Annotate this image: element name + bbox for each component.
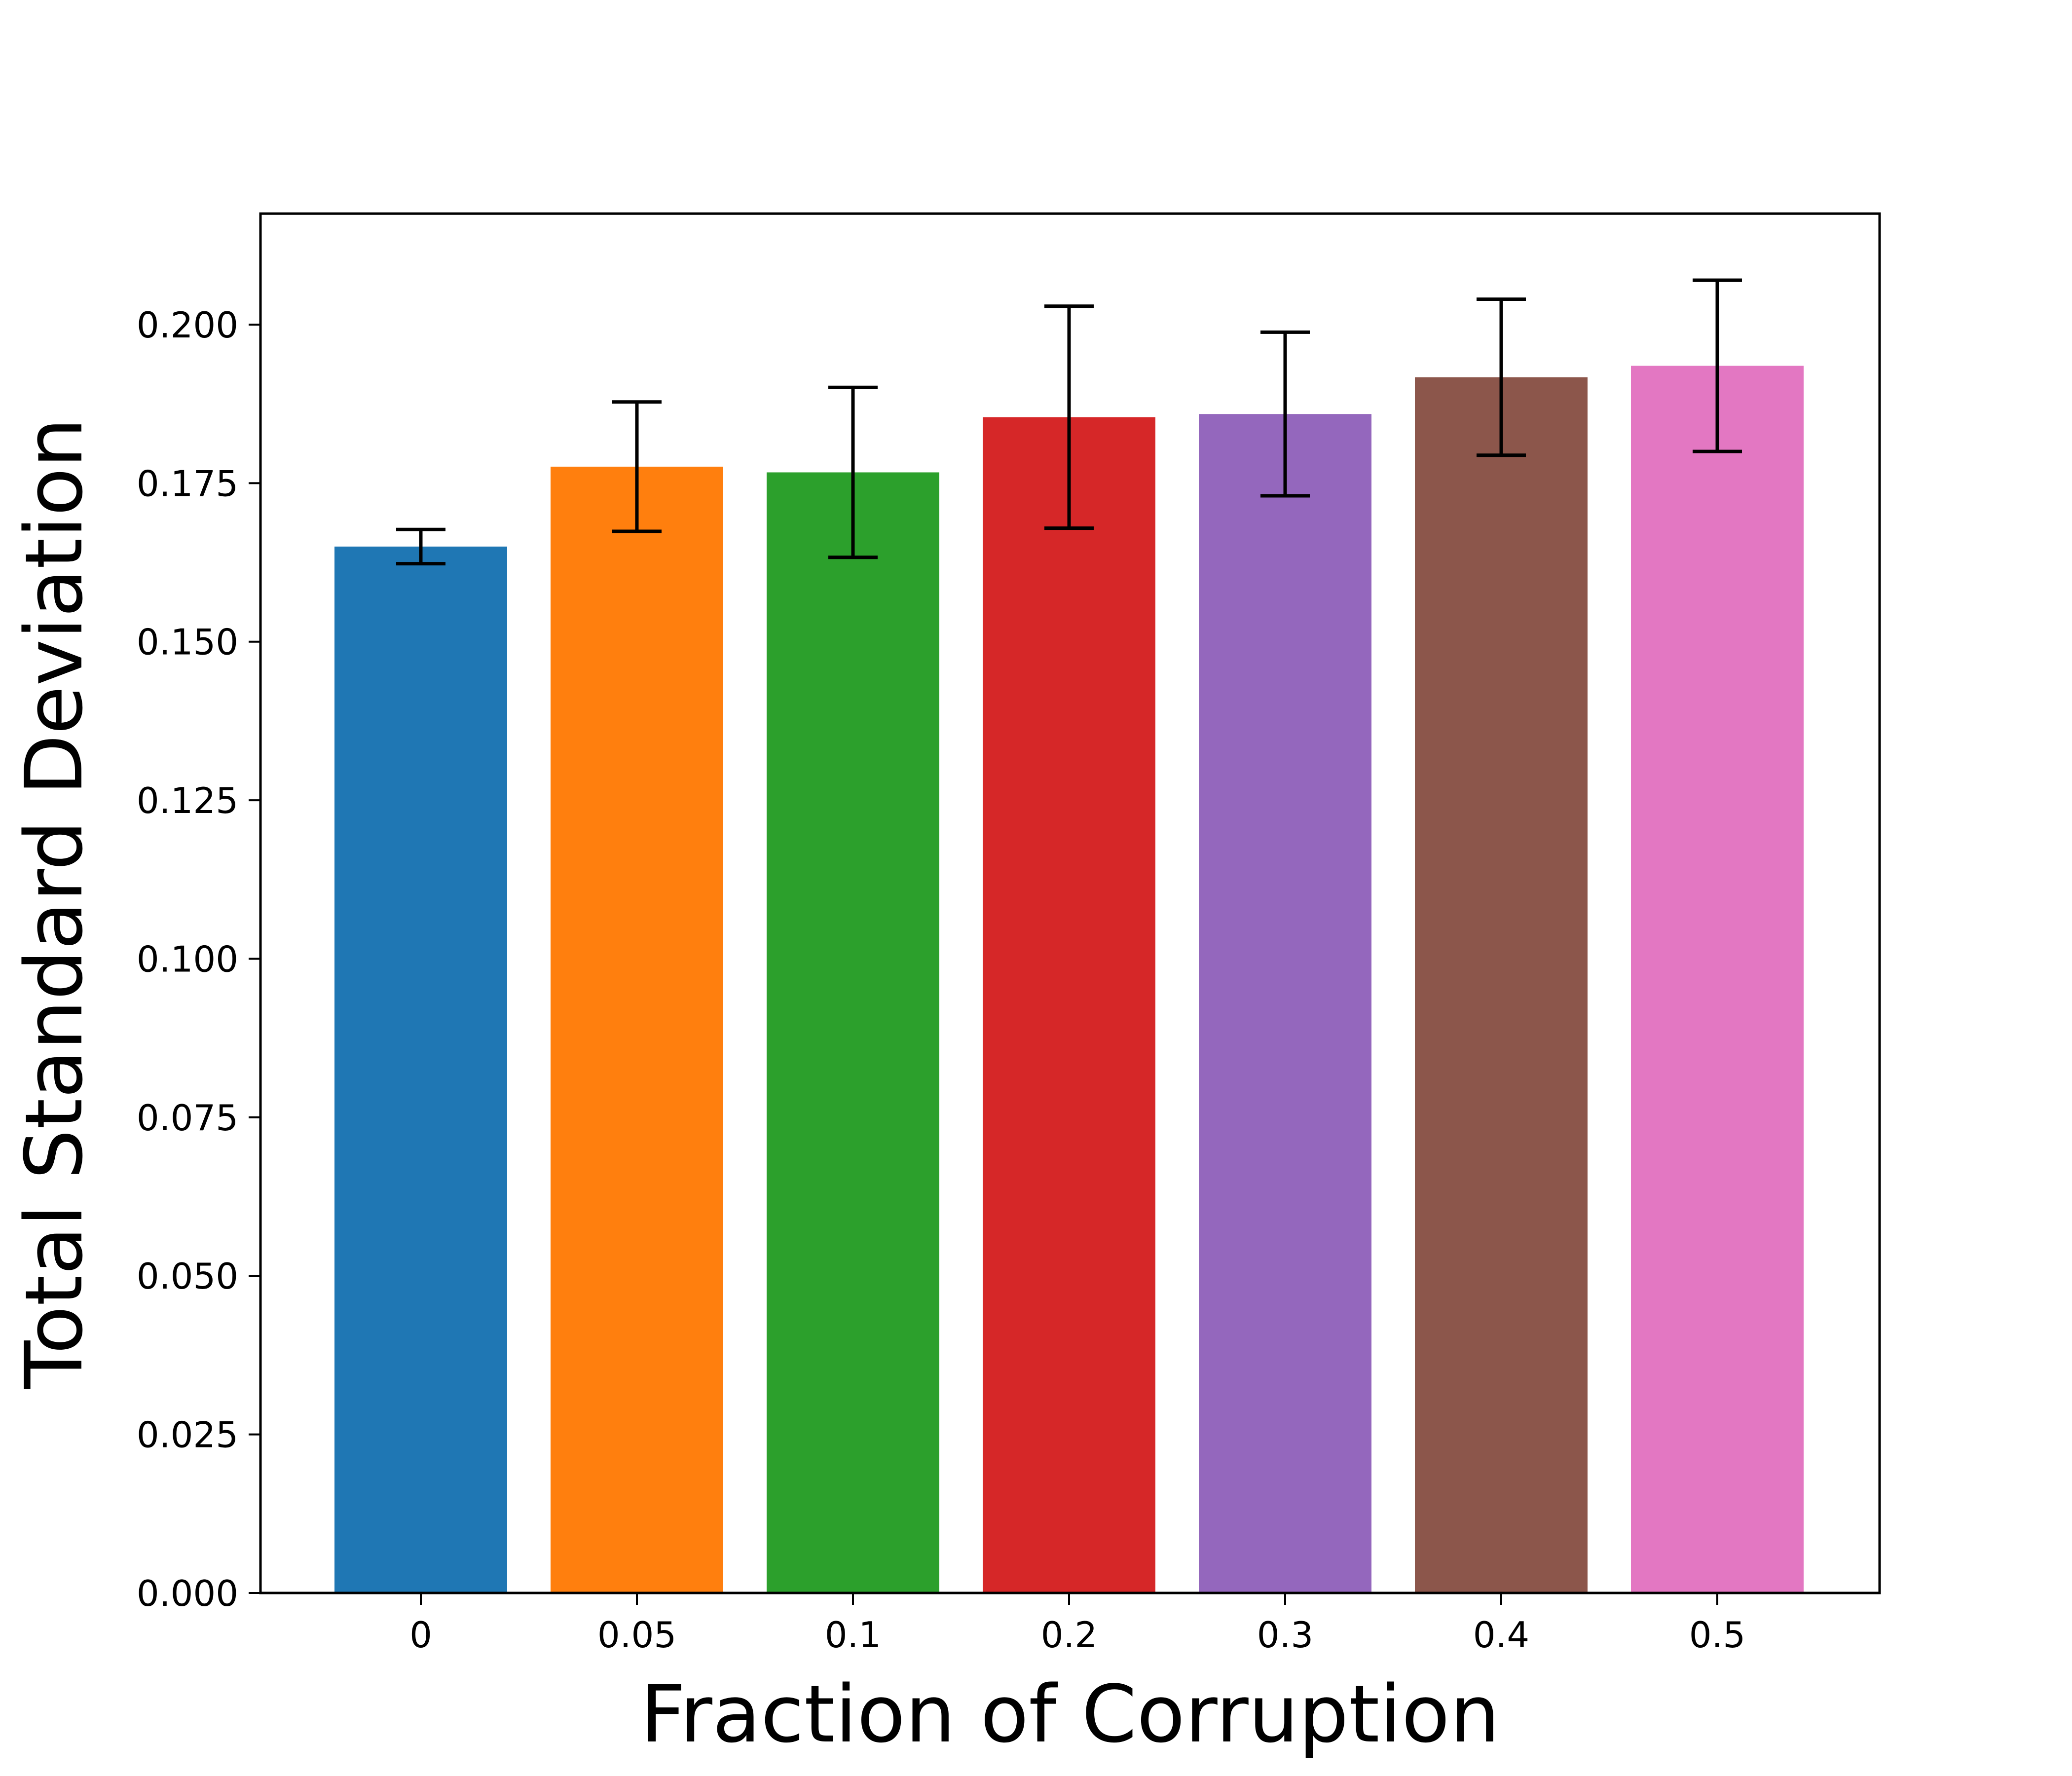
y-tick-label: 0.150 [137,622,238,663]
error-bar-0.05 [612,400,662,533]
y-tick-label: 0.100 [137,938,238,980]
y-tick-label: 0.125 [137,780,238,821]
y-tick-label: 0.175 [137,463,238,504]
error-bar-0.4 [1477,297,1526,457]
x-axis-label: Fraction of Corruption [640,1668,1500,1760]
bar-0.05 [551,466,723,1593]
bar-0.3 [1199,414,1371,1593]
y-tick-label: 0.200 [137,304,238,346]
x-tick-label: 0.5 [1689,1614,1746,1656]
bar-0.1 [767,472,939,1593]
error-bar-0.5 [1693,278,1742,453]
bar-0.2 [983,417,1155,1593]
bar-0 [334,546,507,1593]
x-tick-label: 0 [409,1614,432,1656]
y-axis-label: Total Standard Deviation [8,418,100,1390]
x-tick-label: 0.2 [1041,1614,1098,1656]
x-tick-label: 0.1 [825,1614,882,1656]
y-tick-label: 0.000 [137,1573,238,1614]
error-bar-0.2 [1044,304,1094,530]
x-tick-label: 0.05 [597,1614,676,1656]
error-bar-0.1 [828,385,878,559]
bar-0.5 [1631,366,1804,1593]
y-tick-label: 0.075 [137,1097,238,1139]
y-tick-label: 0.050 [137,1256,238,1297]
error-bar-0 [396,527,445,566]
x-tick-label: 0.4 [1473,1614,1530,1656]
bar-0.4 [1415,377,1588,1593]
y-tick-label: 0.025 [137,1414,238,1456]
axes: 0 0.05 0.1 0.2 0.3 0.4 0.5 0.000 0.025 0.050 0.075… [137,304,1745,1656]
error-bar-0.3 [1260,330,1310,498]
plot-area [334,278,1804,1593]
x-tick-label: 0.3 [1257,1614,1314,1656]
